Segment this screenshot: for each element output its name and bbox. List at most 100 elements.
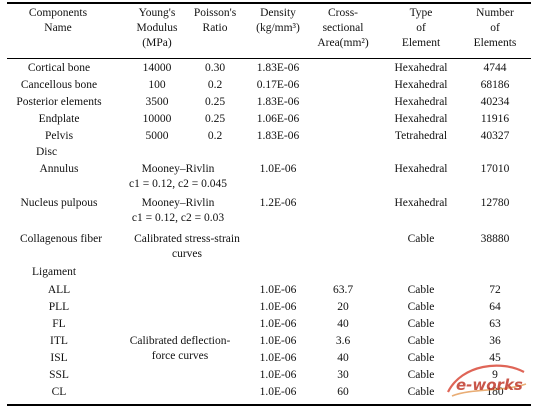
cell-type: Hexahedral [394,163,448,175]
cell-material-model: Mooney–Rivlin c1 = 0.12, c2 = 0.03 [108,196,248,226]
header-text: Number [476,7,514,19]
header-text: (MPa) [142,37,172,49]
header-text: Name [44,22,72,34]
cell-number: 45 [489,352,501,364]
cell-type: Cable [407,335,435,347]
header-text: Elements [473,37,517,49]
group-heading-disc: Disc [36,146,58,158]
cell-area: 60 [337,386,349,398]
cell-area: 63.7 [332,284,354,296]
cell-modulus: 100 [148,79,166,91]
cell-area: 40 [337,318,349,330]
cell-number: 11916 [480,113,510,125]
header-text: Cross- [327,7,359,19]
cell-number: 72 [489,284,501,296]
cell-type: Tetrahedral [394,130,448,142]
cell-poisson: 0.25 [204,113,226,125]
cell-poisson: 0.2 [207,79,223,91]
material-line: Mooney–Rivlin [141,163,215,175]
cell-area: 3.6 [335,335,351,347]
material-line: force curves [151,350,209,362]
cell-area: 40 [337,352,349,364]
header-text: Young's [138,7,176,19]
cell-type: Cable [407,284,435,296]
cell-name: ITL [50,335,68,347]
header-text: Element [401,37,441,49]
header-text: Components [28,7,88,19]
watermark-text: e-works [456,376,523,394]
header-text: Modulus [136,22,178,34]
eworks-watermark-logo: e-works [447,364,527,397]
cell-name: Collagenous fiber [19,233,103,245]
cell-name: ALL [47,284,71,296]
cell-type: Hexahedral [394,113,448,125]
cell-area: 30 [337,369,349,381]
header-text: Density [260,7,296,19]
group-heading-ligament: Ligament [32,266,77,278]
cell-name: SSL [49,369,69,381]
table-bottom-rule [7,404,531,406]
cell-density: 1.0E-06 [259,386,297,398]
header-bottom-rule [7,58,531,59]
cell-name: Annulus [39,163,79,175]
cell-type: Cable [407,233,435,245]
cell-density: 1.0E-06 [259,352,297,364]
material-line: Calibrated stress-strain [134,233,240,245]
cell-density: 1.0E-06 [259,163,297,175]
cell-density: 1.0E-06 [259,318,297,330]
cell-material-model: Mooney–Rivlin c1 = 0.12, c2 = 0.045 [108,162,248,192]
header-density: Density (kg/mm³) [248,6,308,36]
cell-type: Hexahedral [394,197,448,209]
cell-number: 17010 [480,163,510,175]
header-number: Number of Elements [462,6,528,51]
header-text: sectional [322,22,364,34]
cell-type: Hexahedral [394,62,448,74]
header-text: (kg/mm³) [256,22,300,34]
cell-density: 1.0E-06 [259,301,297,313]
cell-material-model: Calibrated stress-strain curves [114,232,260,262]
cell-number: 40234 [480,96,510,108]
material-line: Calibrated deflection- [129,335,231,347]
cell-type: Cable [407,386,435,398]
header-text: of [490,22,500,34]
cell-number: 68186 [480,79,510,91]
cell-modulus: 5000 [145,130,169,142]
cell-density: 0.17E-06 [256,79,300,91]
header-text: Area(mm²) [317,37,369,49]
cell-poisson: 0.2 [207,130,223,142]
cell-density: 1.83E-06 [256,96,300,108]
cell-name: Endplate [38,113,80,125]
cell-name: ISL [50,352,68,364]
header-type: Type of Element [382,6,460,51]
cell-name: Cortical bone [27,62,91,74]
cell-name: Pelvis [44,130,74,142]
cell-type: Cable [407,301,435,313]
cell-density: 1.0E-06 [259,369,297,381]
cell-type: Hexahedral [394,79,448,91]
material-line: c1 = 0.12, c2 = 0.03 [131,212,225,224]
cell-name: FL [52,318,66,330]
header-poisson: Poisson's Ratio [184,6,246,36]
cell-density: 1.2E-06 [259,197,297,209]
cell-area: 20 [337,301,349,313]
material-line: Mooney–Rivlin [141,197,215,209]
cell-name: Cancellous bone [20,79,98,91]
cell-modulus: 3500 [145,96,169,108]
cell-number: 38880 [480,233,510,245]
cell-name: Nucleus pulpous [20,197,98,209]
header-components: Components Name [14,6,102,36]
cell-density: 1.06E-06 [256,113,300,125]
cell-type: Cable [407,352,435,364]
cell-modulus: 10000 [142,113,172,125]
cell-poisson: 0.25 [204,96,226,108]
table-top-rule [7,2,531,4]
material-line: curves [171,248,202,260]
cell-name: Posterior elements [16,96,102,108]
cell-type: Hexahedral [394,96,448,108]
cell-density: 1.83E-06 [256,130,300,142]
cell-density: 1.0E-06 [259,335,297,347]
cell-number: 9 [492,369,498,381]
cell-density: 1.0E-06 [259,284,297,296]
cell-number: 40327 [480,130,510,142]
cell-number: 36 [489,335,501,347]
